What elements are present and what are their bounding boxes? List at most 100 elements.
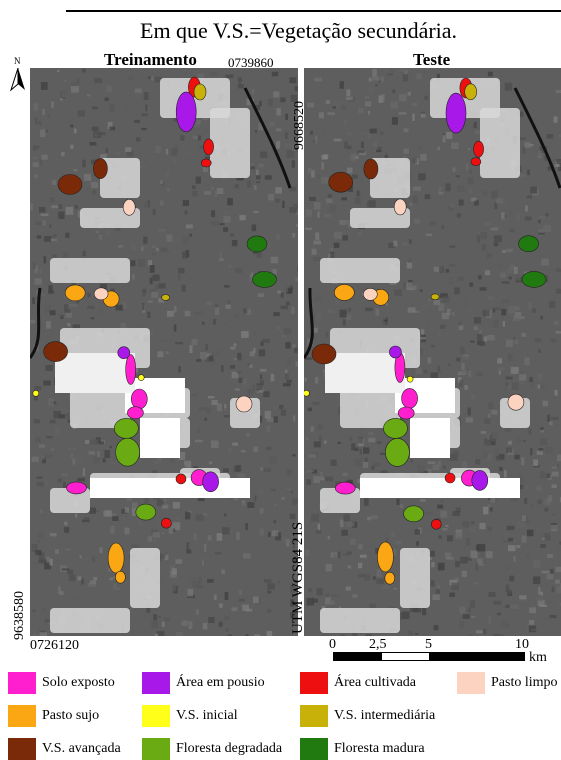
texture-patch — [241, 331, 249, 338]
texture-patch — [68, 574, 76, 582]
texture-patch — [289, 513, 296, 520]
texture-patch — [52, 254, 57, 258]
texture-patch — [396, 498, 400, 505]
texture-patch — [344, 119, 348, 125]
texture-patch — [35, 550, 42, 556]
texture-patch — [218, 621, 223, 627]
texture-patch — [158, 615, 161, 618]
texture-patch — [195, 609, 199, 615]
texture-patch — [260, 467, 263, 471]
texture-patch — [413, 461, 422, 467]
texture-patch — [354, 447, 359, 452]
texture-patch — [211, 440, 219, 449]
texture-patch — [514, 454, 520, 460]
texture-patch — [267, 99, 273, 107]
texture-patch — [282, 536, 287, 543]
texture-patch — [457, 185, 465, 192]
texture-patch — [286, 149, 295, 158]
class-polygon — [397, 406, 415, 420]
texture-patch — [460, 228, 468, 234]
legend-item-floresta-degradada: Floresta degradada — [142, 738, 282, 760]
texture-patch — [83, 517, 90, 520]
texture-patch — [413, 186, 421, 191]
texture-patch — [152, 539, 157, 542]
texture-patch — [211, 186, 214, 191]
texture-patch — [221, 238, 225, 242]
texture-patch — [65, 232, 70, 238]
texture-patch — [238, 589, 242, 596]
texture-patch — [370, 515, 378, 520]
texture-patch — [517, 111, 524, 117]
texture-patch — [469, 600, 476, 608]
class-polygon — [161, 517, 172, 529]
texture-patch — [554, 601, 561, 608]
texture-patch — [282, 383, 291, 387]
texture-patch — [415, 158, 419, 165]
texture-patch — [130, 243, 137, 250]
scale-tick-0: 0 — [329, 637, 336, 652]
texture-patch — [468, 137, 473, 142]
texture-patch — [36, 578, 40, 583]
river — [30, 287, 42, 359]
texture-patch — [539, 471, 546, 479]
texture-patch — [71, 85, 79, 93]
texture-patch — [501, 201, 507, 204]
texture-patch — [112, 583, 117, 590]
texture-patch — [53, 410, 61, 419]
texture-patch — [195, 439, 203, 443]
texture-patch — [445, 269, 449, 273]
texture-patch — [504, 82, 513, 91]
texture-patch — [122, 301, 127, 309]
texture-patch — [368, 437, 376, 443]
class-polygon — [57, 174, 83, 195]
texture-patch — [446, 455, 451, 462]
texture-patch — [473, 326, 478, 331]
texture-patch — [178, 366, 181, 373]
texture-patch — [181, 284, 186, 292]
texture-patch — [533, 559, 541, 568]
texture-patch — [553, 320, 559, 325]
texture-patch — [394, 523, 401, 526]
texture-patch — [285, 539, 290, 547]
texture-patch — [30, 320, 36, 323]
texture-patch — [42, 108, 46, 115]
texture-patch — [266, 631, 273, 636]
class-polygon — [304, 389, 310, 397]
texture-patch — [482, 190, 487, 196]
texture-patch — [265, 446, 272, 451]
texture-patch — [536, 153, 542, 156]
texture-patch — [273, 520, 277, 524]
texture-patch — [332, 594, 340, 597]
texture-patch — [182, 251, 188, 259]
texture-patch — [502, 565, 508, 572]
texture-patch — [286, 487, 292, 495]
texture-patch — [93, 131, 102, 138]
texture-patch — [346, 89, 351, 96]
texture-patch — [475, 459, 481, 465]
texture-patch — [554, 389, 558, 396]
texture-patch — [547, 157, 556, 165]
legend-label: Área cultivada — [334, 675, 417, 690]
texture-patch — [74, 205, 78, 209]
texture-patch — [453, 450, 459, 458]
texture-patch — [467, 407, 471, 416]
texture-patch — [364, 498, 369, 506]
texture-patch — [81, 68, 86, 73]
texture-patch — [165, 497, 169, 501]
texture-patch — [545, 446, 553, 453]
texture-patch — [492, 308, 496, 313]
texture-patch — [537, 499, 542, 505]
texture-patch — [70, 144, 74, 149]
texture-patch — [525, 205, 529, 212]
texture-patch — [313, 476, 320, 484]
texture-patch — [538, 349, 541, 353]
texture-patch — [151, 76, 154, 81]
texture-patch — [147, 311, 151, 318]
texture-patch — [291, 143, 296, 152]
texture-patch — [125, 147, 132, 152]
texture-patch — [547, 414, 550, 422]
texture-patch — [481, 244, 486, 251]
texture-patch — [45, 556, 50, 562]
texture-patch — [368, 87, 375, 94]
river — [304, 287, 314, 359]
